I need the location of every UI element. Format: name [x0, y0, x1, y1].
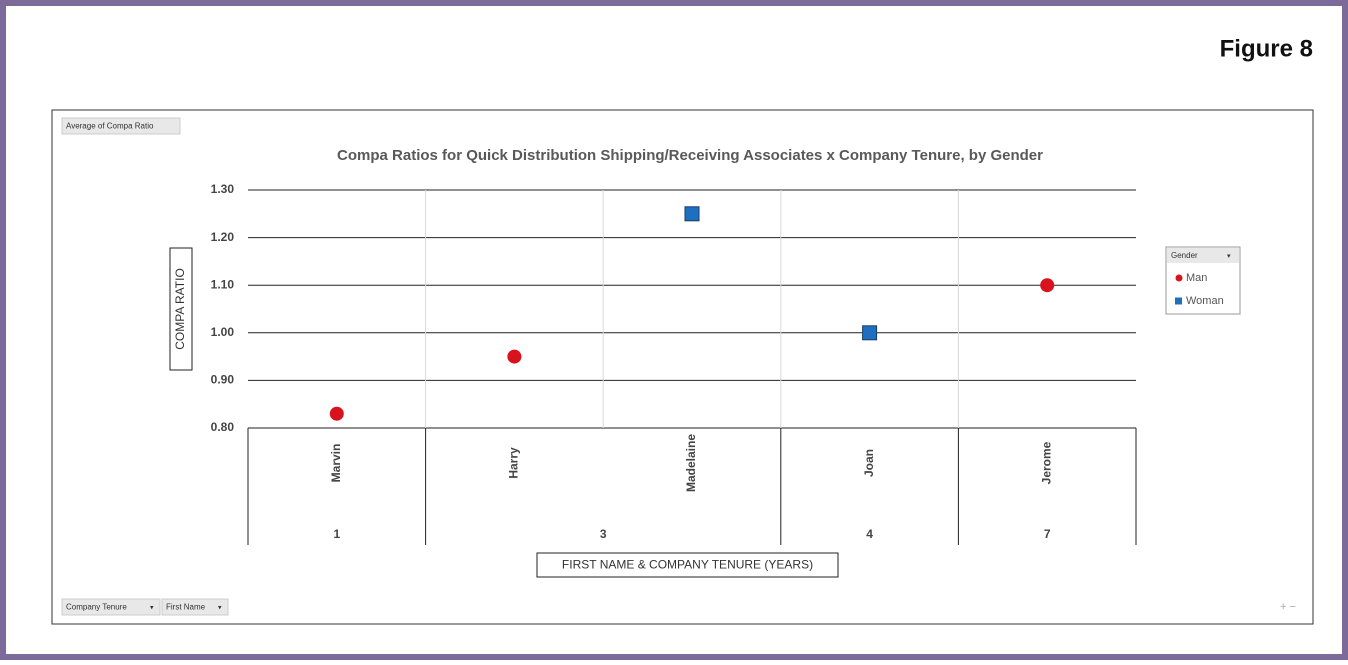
y-tick-label: 1.10	[211, 277, 235, 291]
data-point	[684, 206, 700, 222]
dropdown-arrow: ▾	[150, 604, 154, 611]
x-tick-label: Marvin	[329, 444, 343, 483]
value-field-label: Average of Compa Ratio	[66, 122, 154, 131]
x-tick-label: Harry	[507, 447, 521, 479]
data-point	[862, 325, 878, 341]
y-tick-label: 1.30	[211, 182, 235, 196]
figure-label: Figure 8	[1220, 35, 1313, 62]
field-button[interactable]	[161, 598, 229, 616]
x-title-box	[536, 552, 839, 578]
group-label: 1	[333, 527, 340, 541]
field-button-label: Company Tenure	[66, 603, 127, 612]
field-button[interactable]	[61, 598, 161, 616]
field-button-label: First Name	[166, 603, 206, 612]
x-tick-label: Madelaine	[684, 434, 698, 492]
chart-area	[51, 109, 1314, 625]
zoom-buttons[interactable]: + −	[1280, 601, 1296, 613]
x-axis-title: FIRST NAME & COMPANY TENURE (YEARS)	[562, 558, 813, 572]
group-label: 3	[600, 527, 607, 541]
y-tick-label: 0.90	[211, 373, 235, 387]
legend-label: Woman	[1186, 295, 1224, 307]
value-field-button[interactable]	[61, 117, 181, 135]
data-point	[329, 406, 344, 421]
legend-title: Gender	[1171, 251, 1198, 260]
x-tick-label: Joan	[862, 449, 876, 477]
group-label: 7	[1044, 527, 1051, 541]
legend-marker	[1175, 297, 1182, 305]
dropdown-arrow: ▾	[1227, 253, 1231, 260]
data-point	[507, 349, 522, 364]
legend-label: Man	[1186, 272, 1207, 284]
data-point	[1040, 278, 1055, 293]
legend-header[interactable]	[1167, 248, 1239, 263]
y-tick-label: 1.00	[211, 325, 235, 339]
y-title-box	[169, 247, 193, 371]
x-tick-label: Jerome	[1039, 441, 1053, 484]
y-tick-label: 1.20	[211, 230, 235, 244]
dropdown-arrow: ▾	[218, 604, 222, 611]
chart-title: Compa Ratios for Quick Distribution Ship…	[337, 147, 1043, 164]
y-axis-title: COMPA RATIO	[173, 268, 187, 350]
group-label: 4	[866, 527, 873, 541]
y-tick-label: 0.80	[211, 420, 235, 434]
legend-marker	[1175, 274, 1183, 282]
